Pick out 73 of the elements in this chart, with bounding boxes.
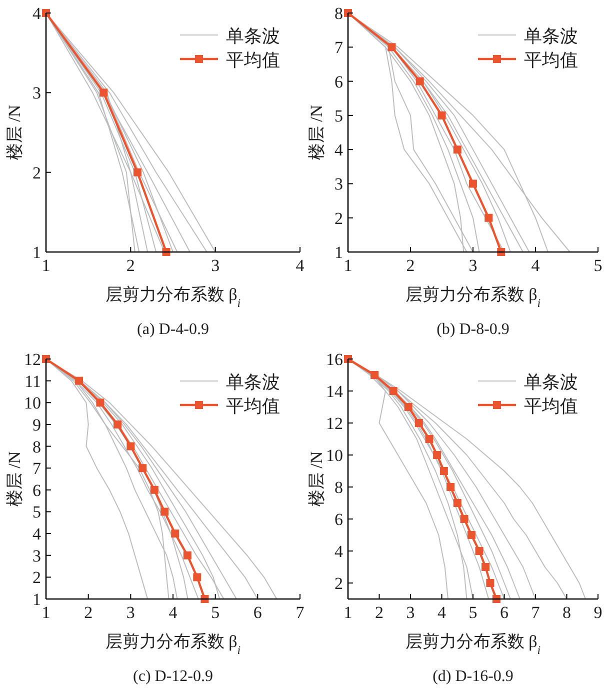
x-tick-label: 4 [531,256,540,275]
y-tick-label: 5 [334,106,343,126]
y-axis-title: 楼层 /N [5,451,24,507]
x-axis-title: 层剪力分布系数 β$_{i}$ [105,632,241,657]
y-tick-label: 7 [334,38,344,58]
y-tick-label: 1 [32,590,41,609]
y-tick-label: 12 [24,350,41,369]
x-axis-title: 层剪力分布系数 β$_{i}$ [405,632,541,657]
x-tick-label: 7 [531,603,540,622]
x-tick-label: 5 [211,603,220,622]
text: (d) D-16-0.9 [432,668,514,685]
x-tick-label: 3 [406,603,415,622]
x-tick-label: 3 [468,256,478,275]
y-tick-label: 8 [32,437,41,456]
legend-label: 平均值 [524,396,578,416]
y-tick-label: 4 [334,542,344,561]
y-axis-title: 楼层 /N [5,104,24,160]
text: (c) D-12-0.9 [133,668,213,685]
y-tick-label: 6 [334,72,343,92]
legend-label: 单条波 [524,26,578,46]
y-tick-label: 12 [326,414,343,433]
x-tick-label: 3 [126,603,135,622]
legend-label: 平均值 [524,50,578,70]
x-tick-label: 8 [562,603,571,622]
legend-label: 单条波 [226,26,280,46]
x-tick-label: 6 [500,603,508,622]
x-tick-label: 7 [296,603,305,622]
y-tick-label: 2 [334,574,343,593]
y-tick-label: 2 [32,163,41,182]
y-tick-label: 2 [334,208,343,228]
y-tick-label: 4 [32,524,42,544]
y-tick-label: 7 [32,459,42,478]
y-tick-label: 16 [326,350,343,369]
x-tick-label: 2 [406,256,415,275]
x-tick-label: 5 [594,256,602,275]
y-tick-label: 4 [334,140,344,160]
x-tick-label: 6 [253,603,262,622]
x-tick-label: 2 [375,603,384,622]
x-tick-label: 4 [168,603,178,622]
y-axis-title: 楼层 /N [307,451,326,507]
legend-label: 单条波 [226,372,280,392]
y-tick-label: 4 [32,4,42,23]
y-tick-label: 11 [24,372,41,391]
y-tick-label: 3 [334,174,343,194]
x-axis-title: 层剪力分布系数 β$_{i}$ [105,285,241,310]
y-tick-label: 2 [32,568,41,588]
y-tick-label: 8 [334,4,343,23]
x-tick-label: 5 [468,603,478,622]
y-tick-label: 3 [32,84,41,103]
y-tick-label: 9 [32,415,41,434]
x-axis-title: 层剪力分布系数 β$_{i}$ [405,285,541,310]
y-tick-label: 5 [32,502,41,522]
text: (a) D-4-0.9 [137,321,209,338]
y-axis-title: 楼层 /N [307,104,326,160]
x-tick-label: 9 [594,603,602,622]
y-tick-label: 14 [326,382,344,401]
text: (b) D-8-0.9 [436,321,510,338]
x-tick-label: 4 [296,256,305,275]
y-tick-label: 3 [32,546,41,566]
y-tick-label: 6 [32,480,41,500]
x-tick-label: 2 [84,603,93,622]
y-tick-label: 8 [334,478,343,497]
legend-label: 平均值 [226,396,280,416]
x-tick-label: 3 [211,256,220,275]
y-tick-label: 10 [24,394,41,413]
y-tick-label: 1 [334,243,343,262]
x-tick-label: 4 [438,603,446,622]
y-tick-label: 6 [334,510,343,529]
y-tick-label: 10 [326,446,343,465]
x-tick-label: 2 [126,256,135,275]
y-tick-label: 1 [32,243,41,262]
legend-label: 平均值 [226,50,280,70]
legend-label: 单条波 [524,372,578,392]
